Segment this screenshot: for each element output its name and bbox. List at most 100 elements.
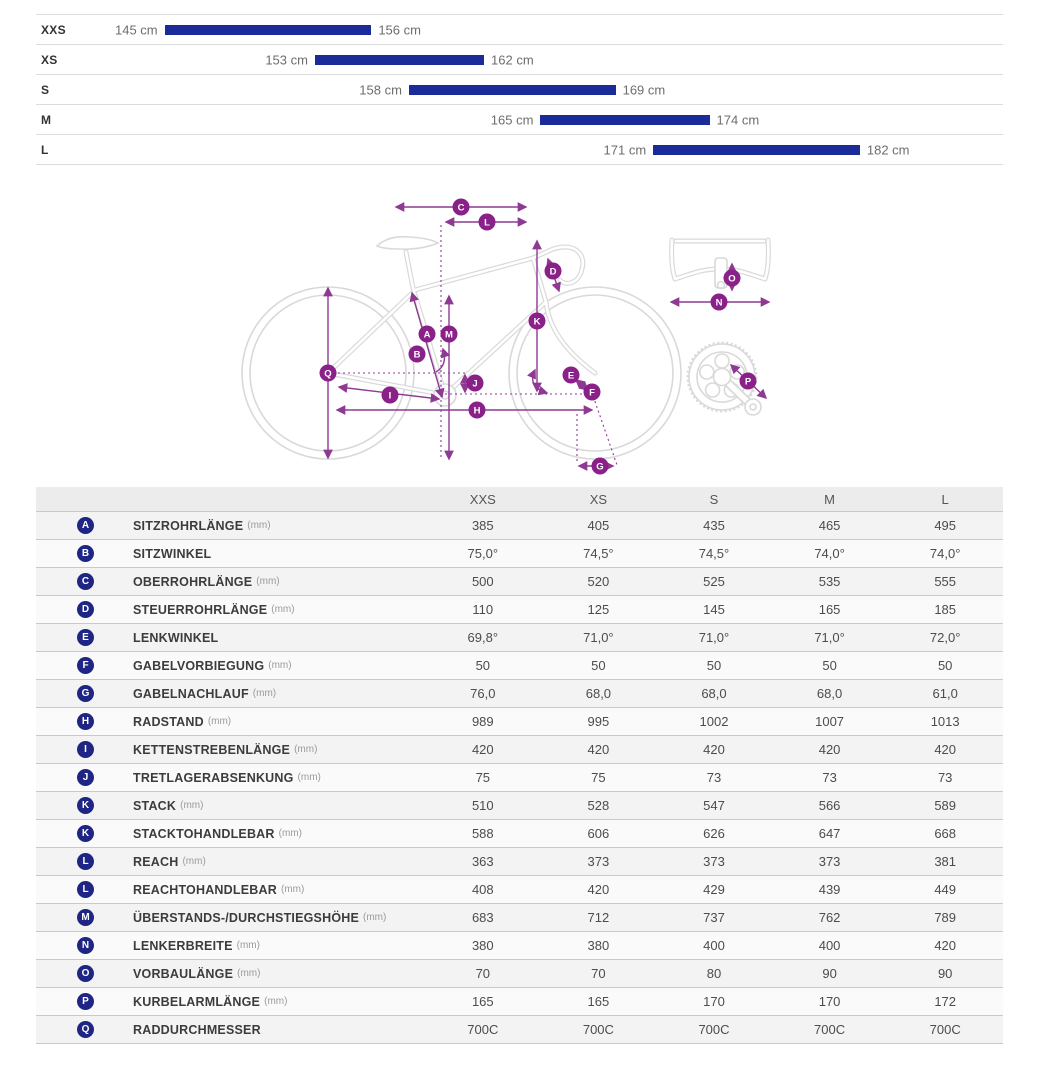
row-label-cell: M ÜBERSTANDS-/DURCHSTIEGSHÖHE (mm) — [36, 909, 425, 926]
value-c2-xxs: 500 — [471, 574, 494, 589]
table-row-p-17: P KURBELARMLÄNGE (mm) 165 165 170 170 172 — [36, 987, 1003, 1015]
value-h7-xs: 995 — [587, 714, 610, 729]
table-row-c-2: C OBERROHRLÄNGE (mm) 500 520 525 535 555 — [36, 567, 1003, 595]
value-i8-s: 420 — [703, 742, 725, 757]
row-label: OBERROHRLÄNGE — [133, 574, 253, 589]
column-header-xxs: XXS — [469, 491, 496, 507]
size-row-s: S 158 cm 169 cm — [36, 74, 1003, 104]
value-b1-xs: 74,5° — [583, 546, 614, 561]
height-range-bar — [540, 114, 710, 125]
value-b1-xxs: 75,0° — [467, 546, 499, 561]
diagram-badge-h: H — [468, 401, 486, 419]
value-a0-xxs: 385 — [471, 518, 494, 533]
value-g6-m: 68,0 — [816, 686, 843, 701]
value-c2-s: 525 — [703, 574, 725, 589]
value-e4-xxs: 69,8° — [467, 630, 499, 645]
size-row-m: M 165 cm 174 cm — [36, 104, 1003, 134]
height-range-bar — [164, 24, 372, 35]
value-f5-m: 50 — [822, 658, 837, 673]
column-header-m: M — [824, 491, 835, 507]
value-k10-m: 566 — [818, 798, 841, 813]
value-m14-l: 789 — [934, 910, 957, 925]
diagram-badge-l: L — [478, 213, 496, 231]
value-a0-l: 495 — [934, 518, 957, 533]
svg-text:O: O — [728, 274, 735, 285]
table-row-k-11: K STACKTOHANDLEBAR (mm) 588 606 626 647 668 — [36, 819, 1003, 847]
value-h7-l: 1013 — [930, 714, 960, 729]
diagram-letter-badges: C L D K A M B Q E J F I H G O N P — [319, 198, 757, 475]
value-b1-m: 74,0° — [814, 546, 845, 561]
row-letter-badge: I — [77, 741, 94, 758]
value-c2-m: 535 — [818, 574, 841, 589]
value-k11-m: 647 — [818, 826, 841, 841]
diagram-badge-m: M — [440, 325, 458, 343]
row-unit: (mm) — [294, 744, 318, 755]
svg-text:Q: Q — [324, 369, 331, 380]
row-unit: (mm) — [264, 996, 288, 1007]
diagram-badge-g: G — [591, 457, 609, 475]
svg-text:M: M — [445, 330, 453, 341]
size-name: S — [41, 82, 50, 97]
row-unit: (mm) — [180, 800, 204, 811]
size-row-xxs: XXS 145 cm 156 cm — [36, 14, 1003, 44]
row-label: GABELNACHLAUF — [133, 686, 249, 701]
diagram-badge-p: P — [739, 372, 757, 390]
row-unit: (mm) — [297, 772, 321, 783]
size-name: M — [41, 112, 52, 127]
row-letter-badge: M — [77, 909, 94, 926]
saddle — [375, 235, 440, 250]
height-range-bar — [408, 84, 616, 95]
value-j9-xs: 75 — [591, 770, 606, 785]
row-label-cell: A SITZROHRLÄNGE (mm) — [36, 517, 425, 534]
value-q18-l: 700C — [929, 1022, 961, 1037]
row-letter-badge: C — [77, 573, 94, 590]
value-i8-xs: 420 — [587, 742, 610, 757]
diagram-badge-k: K — [528, 312, 546, 330]
table-row-l-12: L REACH (mm) 363 373 373 373 381 — [36, 847, 1003, 875]
diagram-badge-q: Q — [319, 364, 337, 382]
value-i8-xxs: 420 — [471, 742, 494, 757]
row-label-cell: D STEUERROHRLÄNGE (mm) — [36, 601, 425, 618]
row-unit: (mm) — [278, 828, 302, 839]
bike-geometry-diagram: C L D K A M B Q E J F I H G O N P — [241, 198, 840, 475]
table-row-k-10: K STACK (mm) 510 528 547 566 589 — [36, 791, 1003, 819]
value-i8-m: 420 — [818, 742, 841, 757]
value-h7-xxs: 989 — [471, 714, 494, 729]
value-k11-l: 668 — [934, 826, 957, 841]
min-height-label: 165 cm — [490, 112, 534, 127]
value-p17-m: 170 — [818, 994, 841, 1009]
table-row-j-9: J TRETLAGERABSENKUNG (mm) 75 75 73 73 73 — [36, 763, 1003, 791]
svg-text:L: L — [484, 218, 490, 229]
value-a0-xs: 405 — [587, 518, 610, 533]
svg-text:F: F — [589, 388, 595, 399]
diagram-badge-e: E — [562, 366, 580, 384]
row-unit: (mm) — [268, 660, 292, 671]
table-row-d-3: D STEUERROHRLÄNGE (mm) 110 125 145 165 185 — [36, 595, 1003, 623]
max-height-label: 169 cm — [622, 82, 666, 97]
diagram-badge-d: D — [544, 262, 562, 280]
row-letter-badge: L — [77, 853, 94, 870]
value-d3-s: 145 — [703, 602, 725, 617]
max-height-label: 182 cm — [866, 142, 910, 157]
value-h7-s: 1002 — [699, 714, 729, 729]
row-letter-badge: E — [77, 629, 94, 646]
row-label-cell: C OBERROHRLÄNGE (mm) — [36, 573, 425, 590]
value-i8-l: 420 — [934, 742, 957, 757]
row-letter-badge: K — [77, 797, 94, 814]
row-label-cell: L REACHTOHANDLEBAR (mm) — [36, 881, 425, 898]
value-n15-m: 400 — [818, 938, 841, 953]
size-row-l: L 171 cm 182 cm — [36, 134, 1003, 165]
value-e4-m: 71,0° — [814, 630, 845, 645]
value-k11-s: 626 — [703, 826, 725, 841]
row-letter-badge: P — [77, 993, 94, 1010]
svg-text:G: G — [596, 462, 603, 473]
row-label-cell: O VORBAULÄNGE (mm) — [36, 965, 425, 982]
row-label-cell: Q RADDURCHMESSER — [36, 1021, 425, 1038]
value-l13-l: 449 — [934, 882, 957, 897]
row-label: RADDURCHMESSER — [133, 1022, 261, 1037]
value-d3-xxs: 110 — [472, 602, 494, 617]
svg-text:P: P — [745, 377, 752, 388]
row-label: VORBAULÄNGE — [133, 966, 234, 981]
svg-text:H: H — [474, 406, 481, 417]
